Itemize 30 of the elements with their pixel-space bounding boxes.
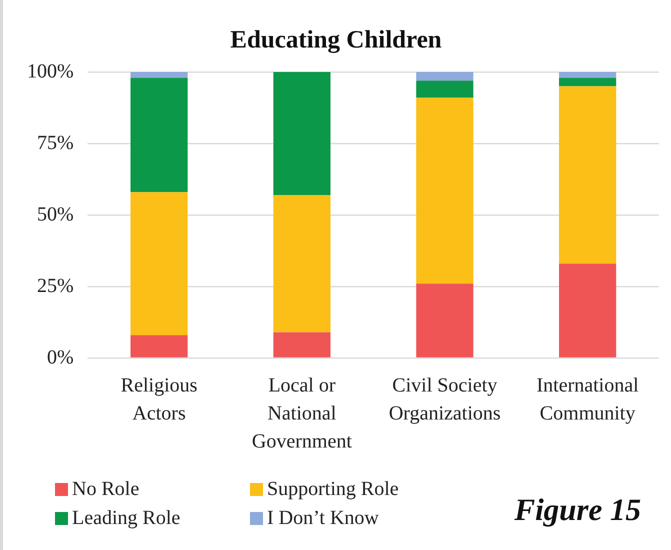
y-tick-label: 50%	[36, 203, 74, 226]
bar	[416, 80, 474, 98]
y-tick-label: 100%	[26, 60, 74, 82]
bar	[130, 192, 188, 336]
caption: Figure 15	[514, 492, 641, 528]
x-tick-label: International Community	[536, 374, 640, 424]
bar	[130, 72, 188, 78]
bar	[130, 335, 188, 358]
bar	[416, 72, 474, 81]
y-tick-label: 0%	[46, 346, 74, 368]
bar	[273, 194, 330, 332]
legend-label: Supporting Role	[267, 478, 399, 501]
x-tick-label: Religious Actors	[120, 374, 198, 424]
legend-label: I Don’t Know	[267, 507, 379, 530]
bar	[559, 72, 616, 78]
bar	[273, 332, 330, 358]
x-tick-label: Local or National Government	[252, 374, 352, 452]
bar	[416, 98, 474, 284]
bar	[559, 78, 616, 86]
y-tick-label: 25%	[36, 274, 74, 297]
y-tick-label: 75%	[36, 132, 74, 154]
legend-label: No Role	[72, 478, 140, 501]
x-tick-label: Civil Society Organizations	[388, 374, 501, 424]
bar	[416, 284, 474, 358]
legend-label: Leading Role	[72, 507, 180, 530]
bar	[559, 264, 616, 358]
bar	[273, 72, 330, 195]
chart-title: Educating Children	[230, 26, 442, 54]
bar	[130, 78, 188, 192]
bar	[559, 86, 616, 264]
